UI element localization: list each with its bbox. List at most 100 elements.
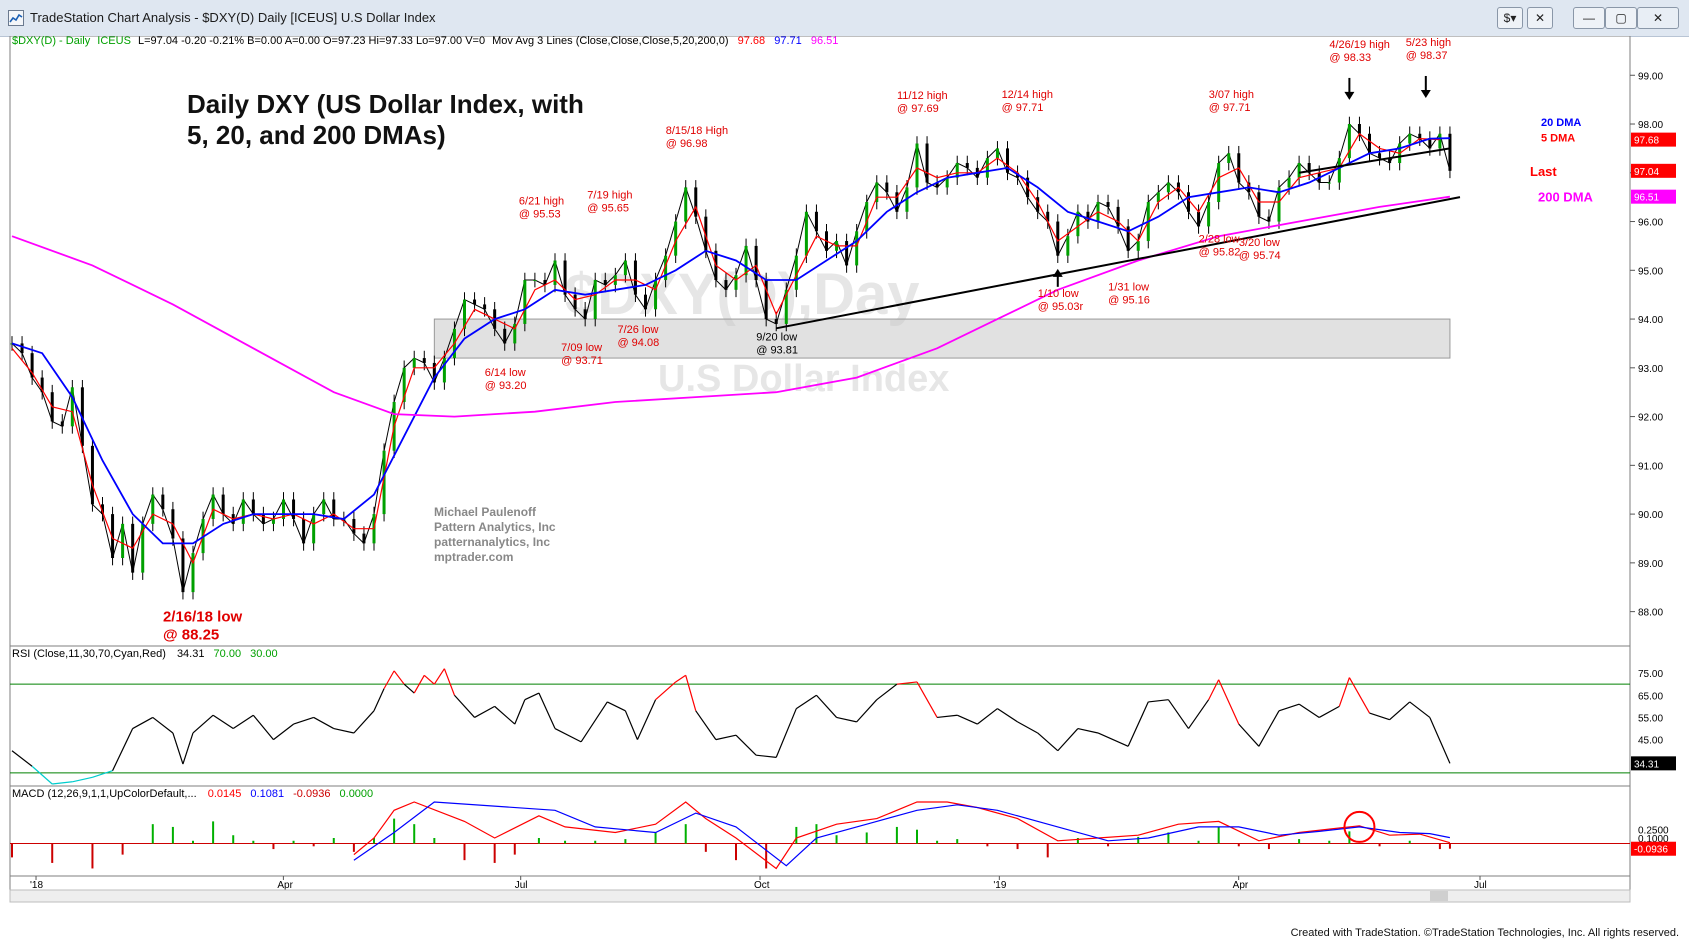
macd-hist-bar [513, 843, 516, 855]
annotation-label: 5/23 high [1406, 37, 1451, 49]
price-bar-body [1408, 133, 1412, 144]
macd-hist-bar [1267, 843, 1270, 850]
price-bar-body [1418, 133, 1422, 139]
price-bar-body [121, 523, 125, 558]
macd-hist-bar [373, 838, 375, 844]
price-bar-body [754, 245, 758, 281]
macd-hist-bar [815, 824, 818, 844]
price-bar-body [473, 299, 477, 305]
macd-hist-bar [865, 832, 868, 844]
macd-value-box-text: -0.0936 [1634, 845, 1668, 856]
symbol-link-button[interactable]: $▾ [1497, 7, 1523, 29]
annotation-label: 7/09 low [561, 342, 602, 354]
time-tick-label: '18 [30, 880, 43, 891]
price-bar-body [1156, 192, 1160, 203]
rsi-line-segment [580, 701, 608, 743]
title-bar[interactable]: TradeStation Chart Analysis - $DXY(D) Da… [0, 0, 1689, 37]
price-bar-body [1448, 133, 1452, 171]
price-tick-label: 92.00 [1638, 413, 1663, 424]
price-bar-body [382, 450, 386, 515]
annotation-value: @ 98.37 [1406, 50, 1448, 62]
macd-hist-bar [1167, 832, 1170, 844]
price-bar-body [1076, 211, 1080, 237]
macd-hist-value: -0.0936 [293, 788, 330, 800]
macd-hist-bar [765, 843, 768, 869]
maximize-button[interactable]: ▢ [1605, 7, 1637, 29]
price-plot [10, 116, 1461, 600]
price-bar-body [784, 289, 788, 324]
minimize-button[interactable]: — [1573, 7, 1605, 29]
price-bar-body [1277, 187, 1281, 222]
annotation-value: @ 97.71 [1002, 102, 1044, 114]
rsi-value: 34.31 [177, 648, 205, 660]
macd-hist-bar [1237, 843, 1240, 847]
close-chart-icon[interactable]: ✕ [1527, 7, 1553, 29]
price-bar-body [563, 260, 567, 295]
price-bar-body [543, 280, 547, 285]
price-tick-label: 99.00 [1638, 71, 1663, 82]
price-bar-body [744, 245, 748, 276]
price-bar-body [332, 499, 336, 519]
macd-hist-bar [1197, 840, 1200, 844]
macd-hist-bar [684, 824, 687, 844]
annotation-value: @ 95.82 [1199, 246, 1241, 258]
rsi-line-segment [796, 694, 817, 710]
price-bar-body [684, 187, 688, 222]
price-bar-body [895, 192, 899, 212]
price-bar-body [60, 421, 64, 427]
price-line [11, 123, 1451, 593]
dollar-label: $ [1503, 11, 1511, 25]
rsi-line-segment [1258, 710, 1280, 747]
rsi-line-segment [976, 708, 998, 725]
price-bar-body [111, 514, 115, 558]
signature-line: Michael Paulenoff [434, 505, 537, 519]
price-bar-body [694, 187, 698, 217]
price-bar-body [221, 494, 225, 515]
rsi-line-segment [1077, 727, 1099, 734]
rsi-line-segment [333, 727, 355, 734]
rsi-line-segment [192, 714, 214, 734]
price-bar-body [885, 182, 889, 193]
price-bar-body [553, 260, 557, 285]
rsi-line-segment [916, 681, 938, 718]
macd-hist-bar [1438, 843, 1441, 850]
annotation-label: 12/14 high [1002, 89, 1053, 101]
price-bar-body [1378, 153, 1382, 159]
annotation-value: @ 95.74 [1239, 250, 1281, 262]
price-bar-body [965, 163, 969, 168]
price-bar-body [463, 299, 466, 329]
price-bar-body [664, 255, 668, 281]
dma5-label: 5 DMA [1541, 133, 1575, 145]
chart-area[interactable]: $DXY(D) - Daily ICEUS L=97.04 -0.20 -0.2… [0, 36, 1689, 926]
rsi-header: RSI (Close,11,30,70,Cyan,Red) 34.31 70.0… [12, 648, 278, 660]
rsi-line-segment [112, 728, 134, 771]
close-button[interactable]: ✕ [1637, 7, 1679, 29]
annotation-label: 2/28 low [1199, 233, 1240, 245]
time-axis-labels: '18 Apr Jul Oct '19 Apr Jul [30, 876, 1487, 891]
time-tick-label: Apr [1233, 880, 1249, 891]
rsi-line-segment [353, 710, 375, 734]
rsi-line-segment [453, 694, 476, 718]
rsi-plot: 75.00 65.00 55.00 45.00 34.31 [10, 668, 1676, 785]
price-bar-body [633, 260, 637, 295]
price-bar-body [644, 294, 647, 310]
price-bar-body [151, 494, 155, 524]
annotation-value: @ 96.98 [666, 138, 708, 150]
rsi-value-box [1631, 756, 1676, 771]
annotation-value: @ 93.81 [756, 344, 798, 356]
macd-hist-bar [986, 843, 989, 847]
macd-value: 0.0145 [208, 788, 242, 800]
dma20-label: 20 DMA [1541, 117, 1581, 129]
rsi-line-segment [72, 776, 93, 783]
rsi-line-segment [31, 765, 53, 785]
price-bar-body [724, 280, 728, 290]
macd-hist-bar [835, 835, 838, 844]
horizontal-scrollbar[interactable] [9, 889, 1631, 903]
rsi-tick-label: 65.00 [1638, 691, 1663, 702]
price-annotations: 20 DMA 5 DMA Last 200 DMA 2/16/18 low@ 88.25… [163, 37, 1594, 643]
rsi-line-segment [423, 674, 435, 685]
macd-hist-bar [916, 829, 918, 844]
scrollbar-thumb[interactable] [1430, 891, 1448, 901]
price-bar-body [794, 255, 798, 290]
price-bar-body [101, 504, 104, 515]
